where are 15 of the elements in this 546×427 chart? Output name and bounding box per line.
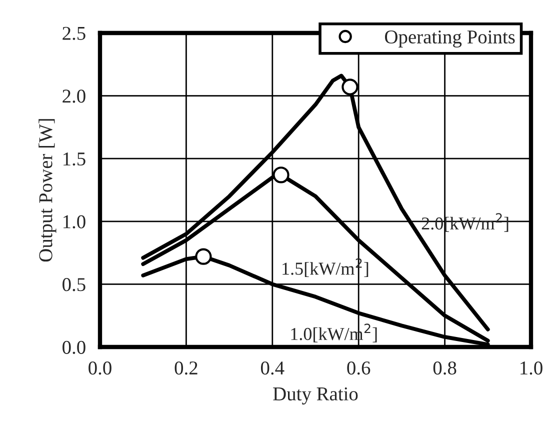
y-axis-title: Output Power [W] <box>38 119 56 262</box>
legend-label: Operating Points <box>385 30 515 48</box>
y-tick-label: 2.0 <box>62 90 86 103</box>
x-tick-label: 0.0 <box>88 361 112 375</box>
x-tick-label: 0.8 <box>433 361 456 375</box>
y-tick-label: 0.0 <box>62 340 86 354</box>
x-tick-label: 0.6 <box>347 361 370 375</box>
x-tick-label: 1.0 <box>520 361 542 375</box>
x-axis-title: Duty Ratio <box>273 387 358 404</box>
y-tick-label: 2.5 <box>62 26 86 40</box>
y-tick-label: 0.5 <box>62 278 86 292</box>
y-tick-label: 1.0 <box>64 215 86 228</box>
x-tick-label: 0.2 <box>174 361 198 375</box>
x-tick-label: 0.4 <box>260 361 284 375</box>
y-tick-label: 1.5 <box>64 152 86 166</box>
